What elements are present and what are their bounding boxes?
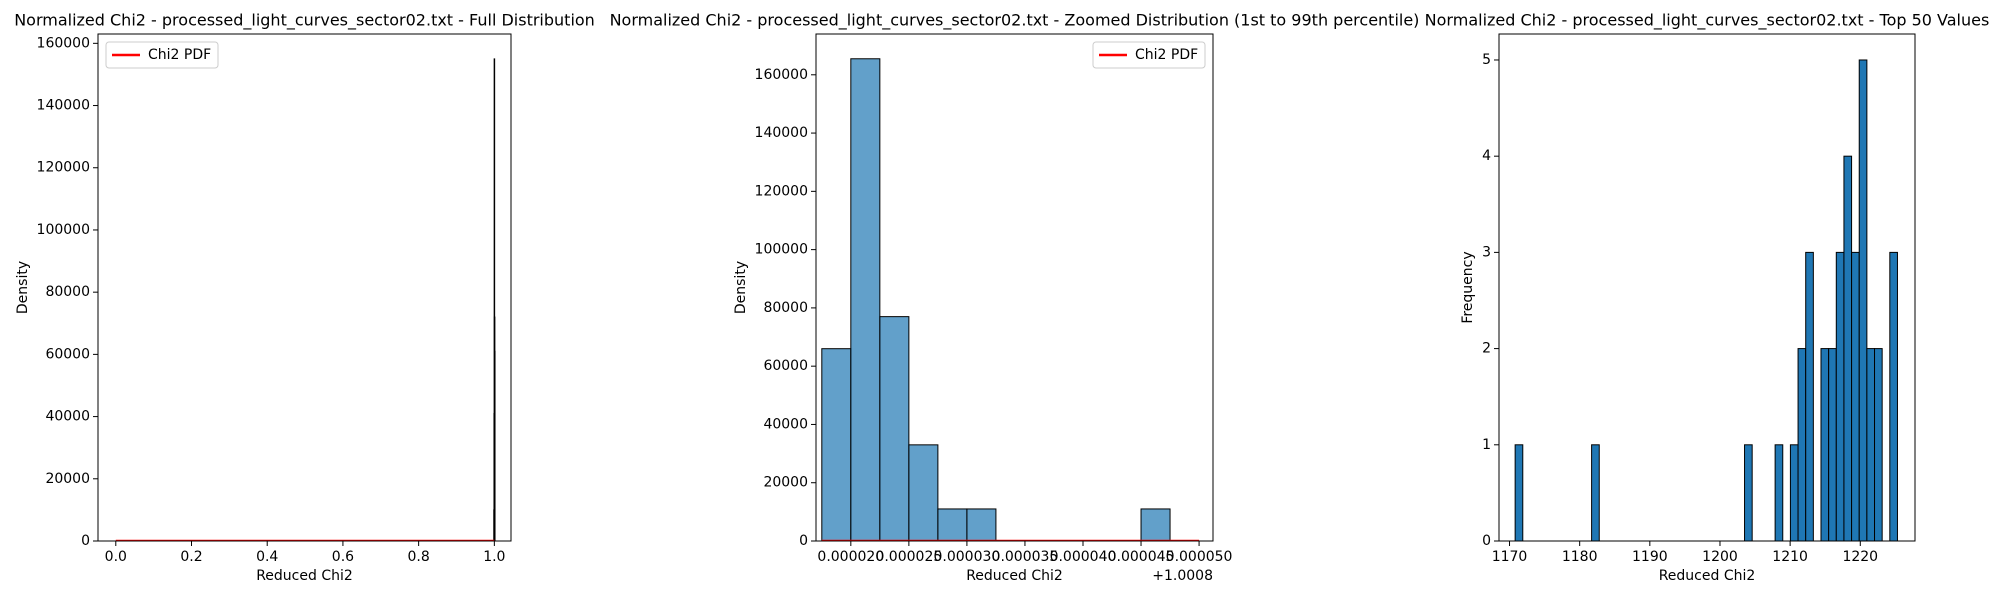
plot-area: [821, 58, 1200, 541]
y-tick-label: 140000: [37, 98, 90, 114]
y-tick-label: 0: [81, 533, 90, 549]
x-tick-label: 0.000050: [1166, 549, 1233, 565]
histogram-bar: [1797, 348, 1807, 541]
x-offset-label: +1.0008: [1152, 568, 1213, 584]
histogram-bar: [966, 508, 997, 541]
histogram-bar: [1744, 444, 1753, 541]
plot-area: [1514, 59, 1898, 541]
y-tick-label: 40000: [45, 409, 90, 425]
y-tick-label: 160000: [755, 67, 808, 83]
histogram-bar: [908, 444, 939, 541]
subplot: Normalized Chi2 - processed_light_curves…: [1425, 11, 1990, 585]
x-tick-label: 0.2: [180, 549, 202, 565]
histogram-bar: [493, 58, 496, 541]
y-tick-label: 60000: [45, 346, 90, 362]
x-tick-label: 1220: [1842, 549, 1878, 565]
histogram-bar: [1828, 348, 1837, 541]
legend: Chi2 PDF: [105, 41, 219, 69]
histogram-bar: [850, 58, 881, 541]
x-tick-label: 1210: [1772, 549, 1808, 565]
y-tick-label: 80000: [45, 284, 90, 300]
x-tick-label: 1200: [1702, 549, 1738, 565]
y-tick-label: 2: [1482, 341, 1491, 357]
histogram-bar: [1851, 251, 1860, 541]
y-tick-label: 160000: [37, 35, 90, 51]
histogram-bar: [879, 316, 910, 541]
y-tick-label: 40000: [763, 416, 808, 432]
chart-title: Normalized Chi2 - processed_light_curves…: [14, 11, 595, 31]
histogram-bar: [1843, 155, 1853, 541]
histogram-bar: [1789, 444, 1799, 541]
x-tick-label: 1170: [1492, 549, 1528, 565]
chart-title: Normalized Chi2 - processed_light_curves…: [1425, 11, 1990, 31]
y-tick-label: 140000: [755, 125, 808, 141]
y-tick-label: 0: [1482, 533, 1491, 549]
histogram-bar: [1858, 59, 1868, 541]
y-tick-label: 60000: [763, 358, 808, 374]
y-tick-label: 1: [1482, 437, 1491, 453]
histogram-bar: [1514, 444, 1524, 541]
x-axis-label: Reduced Chi2: [1659, 568, 1756, 584]
legend: Chi2 PDF: [1092, 41, 1206, 69]
histogram-bar: [1889, 251, 1898, 541]
y-tick-label: 5: [1482, 52, 1491, 68]
plot-area: [115, 58, 496, 541]
x-tick-label: 0.000030: [934, 549, 1001, 565]
y-tick-label: 4: [1482, 148, 1491, 164]
legend-label: Chi2 PDF: [148, 47, 211, 63]
y-axis-label: Density: [733, 261, 749, 314]
x-tick-label: 0.8: [408, 549, 430, 565]
y-tick-label: 20000: [45, 471, 90, 487]
y-tick-label: 120000: [755, 183, 808, 199]
subplot: Normalized Chi2 - processed_light_curves…: [610, 11, 1420, 585]
axes-frame: [97, 33, 512, 542]
x-tick-label: 0.000040: [1050, 549, 1117, 565]
chart-title: Normalized Chi2 - processed_light_curves…: [610, 11, 1420, 31]
x-axis-label: Reduced Chi2: [256, 568, 353, 584]
y-tick-label: 3: [1482, 244, 1491, 260]
x-tick-label: 0.0: [105, 549, 127, 565]
x-tick-label: 0.000025: [875, 549, 942, 565]
axes-frame: [815, 33, 1214, 542]
y-tick-label: 100000: [755, 242, 808, 258]
axes-frame: [1498, 33, 1916, 542]
x-tick-label: 0.4: [256, 549, 278, 565]
y-tick-label: 0: [799, 533, 808, 549]
histogram-bar: [1591, 444, 1600, 541]
y-tick-label: 120000: [37, 160, 90, 176]
y-tick-label: 20000: [763, 475, 808, 491]
x-tick-label: 1190: [1632, 549, 1668, 565]
histogram-bar: [1774, 444, 1784, 541]
y-axis-label: Frequency: [1460, 251, 1476, 323]
y-tick-label: 80000: [763, 300, 808, 316]
x-tick-label: 0.000045: [1108, 549, 1175, 565]
histogram-bar: [1874, 348, 1883, 541]
histogram-bar: [937, 508, 968, 541]
x-axis-label: Reduced Chi2: [966, 568, 1063, 584]
subplot: Normalized Chi2 - processed_light_curves…: [14, 11, 595, 585]
x-tick-label: 1.0: [483, 549, 505, 565]
histogram-bar: [1820, 348, 1830, 541]
x-tick-label: 0.000020: [817, 549, 884, 565]
y-tick-label: 100000: [37, 222, 90, 238]
x-tick-label: 1180: [1562, 549, 1598, 565]
histogram-bar: [494, 350, 496, 541]
x-tick-label: 0.6: [332, 549, 354, 565]
histogram-bar: [1835, 251, 1845, 541]
histogram-bar: [821, 348, 852, 541]
legend-label: Chi2 PDF: [1135, 47, 1198, 63]
legend-box: [105, 41, 219, 69]
x-tick-label: 0.000035: [992, 549, 1059, 565]
histogram-bar: [1866, 348, 1876, 541]
y-axis-label: Density: [15, 261, 31, 314]
histogram-bar: [1805, 251, 1814, 541]
legend-box: [1092, 41, 1206, 69]
histogram-bar: [1140, 508, 1171, 541]
